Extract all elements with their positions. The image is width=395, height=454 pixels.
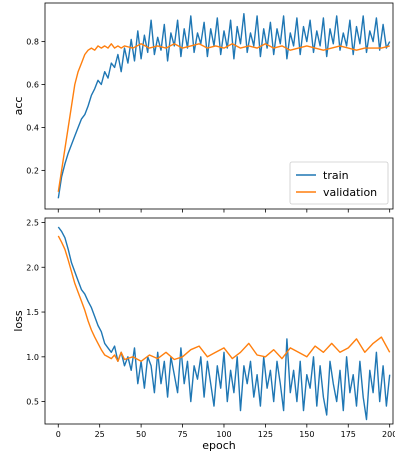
x-tick-label: 125 [258, 430, 273, 439]
y-axis-label: acc [12, 97, 25, 116]
x-tick-label: 0 [56, 430, 61, 439]
x-tick-label: 175 [341, 430, 356, 439]
accuracy-chart: 0.2 0.4 0.6 0.8 acc train validation [12, 2, 394, 213]
y-tick-label: 0.6 [26, 81, 39, 90]
y-tick-label: 0.8 [26, 38, 39, 47]
y-tick-label: 1.5 [26, 308, 39, 317]
y-axis-label: loss [12, 310, 25, 332]
y-tick-label: 0.2 [26, 166, 39, 175]
series-line-train [57, 226, 391, 421]
series-line-validation [57, 235, 391, 362]
legend-label-train: train [323, 169, 349, 182]
x-tick-label: 75 [177, 430, 187, 439]
y-tick-label: 2.0 [26, 263, 39, 272]
axes-frame [44, 217, 394, 425]
loss-chart: 0.5 1.0 1.5 2.0 2.5 0 25 50 75 100 125 150 175 200 los… [12, 217, 395, 452]
y-tick-label: 0.5 [26, 398, 39, 407]
x-tick-label: 25 [95, 430, 105, 439]
y-tick-label: 0.4 [26, 123, 39, 132]
y-tick-label: 1.0 [26, 353, 39, 362]
axes-frame [44, 2, 394, 210]
x-tick-label: 50 [136, 430, 146, 439]
legend-box [289, 161, 389, 205]
x-tick-label: 100 [216, 430, 231, 439]
series-line-train [57, 13, 391, 199]
series-line-validation [57, 43, 390, 192]
x-tick-label: 200 [382, 430, 395, 439]
legend: train validation [289, 161, 389, 205]
x-tick-label: 150 [299, 430, 314, 439]
x-axis-label: epoch [202, 439, 236, 452]
legend-label-validation: validation [323, 186, 377, 199]
y-tick-label: 2.5 [26, 218, 39, 227]
